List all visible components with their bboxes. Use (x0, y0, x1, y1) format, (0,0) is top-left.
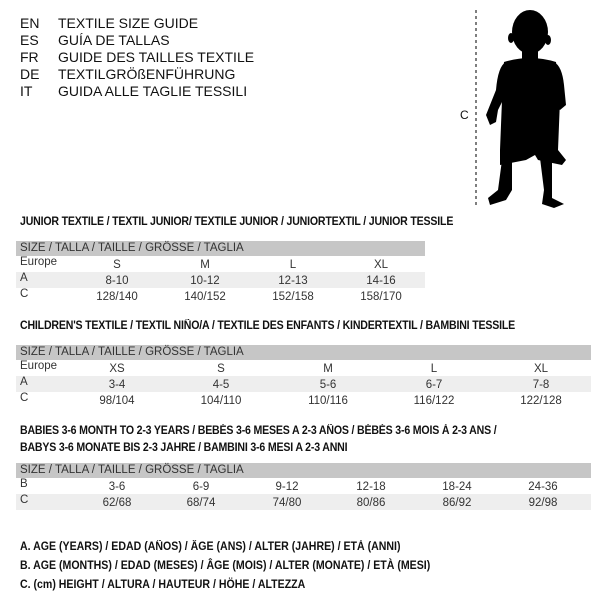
row-label: A (20, 376, 28, 388)
table-cell: 8-10 (105, 275, 129, 287)
table-cell: 110/116 (308, 395, 348, 407)
table-cell: 140/152 (184, 291, 226, 303)
table-cell: 104/110 (200, 395, 242, 407)
row-label: Europe (20, 360, 58, 372)
child-silhouette (486, 10, 566, 208)
table-cell: 6-7 (425, 379, 443, 391)
table-cell: 98/104 (99, 395, 135, 407)
table-cell: 24-36 (528, 481, 558, 493)
table-cell: 86/92 (442, 497, 472, 509)
table-cell: 128/140 (96, 291, 138, 303)
lang-fr: FR GUIDE DES TAILLES TEXTILE (20, 49, 255, 65)
row-label: A (20, 272, 28, 284)
legend-c: C. (cm) HEIGHT / ALTURA / HAUTEUR / HÖHE… (20, 579, 306, 591)
legend-b: B. AGE (MONTHS) / EDAD (MESES) / ÂGE (MO… (20, 560, 431, 572)
table-row-c: C 98/104 104/110 110/116 116/122 122/128 (16, 392, 591, 408)
babies-section-title-line2: BABYS 3-6 MONATE BIS 2-3 JAHRE / BAMBINI… (20, 442, 348, 454)
size-header: SIZE / TALLA / TAILLE / GRÖSSE / TAGLIA (16, 463, 591, 478)
table-cell: XS (109, 363, 125, 375)
language-titles: EN TEXTILE SIZE GUIDE ES GUÍA DE TALLAS FR… (20, 15, 254, 100)
table-row-c: C 128/140 140/152 152/158 158/170 (16, 288, 425, 304)
size-header: SIZE / TALLA / TAILLE / GRÖSSE / TAGLIA (16, 345, 591, 360)
lang-es: ES GUÍA DE TALLAS (20, 32, 170, 48)
table-row-europe: Europe XS S M L XL (16, 360, 591, 376)
babies-section-title-line1: BABIES 3-6 MONTH TO 2-3 YEARS / BEBÉS 3-… (20, 425, 497, 437)
row-label: Europe (20, 256, 58, 268)
table-cell: 116/122 (413, 395, 455, 407)
size-header: SIZE / TALLA / TAILLE / GRÖSSE / TAGLIA (16, 241, 425, 256)
table-cell: 152/158 (272, 291, 314, 303)
table-row-b: B 3-6 6-9 9-12 12-18 18-24 24-36 (16, 478, 591, 494)
junior-size-table: SIZE / TALLA / TAILLE / GRÖSSE / TAGLIA … (16, 241, 425, 304)
table-row-a: A 8-10 10-12 12-13 14-16 (16, 272, 425, 288)
table-cell: 4-5 (212, 379, 230, 391)
child-silhouette-illustration (475, 10, 566, 208)
table-cell: 7-8 (532, 379, 550, 391)
table-cell: 12-13 (278, 275, 308, 287)
table-cell: S (113, 259, 121, 271)
row-label: C (20, 288, 29, 300)
table-cell: 12-18 (356, 481, 386, 493)
table-cell: L (430, 363, 438, 375)
lang-de: DE TEXTILGRÖßENFÜHRUNG (20, 66, 236, 82)
table-cell: M (323, 363, 333, 375)
table-row-europe: Europe S M L XL (16, 256, 425, 272)
table-cell: 10-12 (190, 275, 220, 287)
babies-size-table: SIZE / TALLA / TAILLE / GRÖSSE / TAGLIA … (16, 463, 591, 510)
table-cell: XL (373, 259, 389, 271)
junior-section-title: JUNIOR TEXTILE / TEXTIL JUNIOR/ TEXTILE … (20, 216, 454, 228)
table-cell: 9-12 (275, 481, 299, 493)
table-cell: XL (533, 363, 549, 375)
table-cell: 3-6 (108, 481, 126, 493)
lang-en: EN TEXTILE SIZE GUIDE (20, 15, 199, 31)
table-cell: S (217, 363, 225, 375)
legend-a: A. AGE (YEARS) / EDAD (AÑOS) / ÂGE (ANS)… (20, 541, 401, 553)
children-section-title: CHILDREN'S TEXTILE / TEXTIL NIÑO/A / TEX… (20, 320, 516, 332)
table-cell: 92/98 (528, 497, 558, 509)
table-cell: 62/68 (102, 497, 132, 509)
table-cell: 14-16 (366, 275, 396, 287)
table-cell: 158/170 (360, 291, 402, 303)
table-cell: 3-4 (108, 379, 126, 391)
table-cell: 18-24 (442, 481, 472, 493)
table-cell: 80/86 (356, 497, 386, 509)
row-label: B (20, 478, 28, 490)
lang-it: IT GUIDA ALLE TAGLIE TESSILI (20, 83, 248, 99)
table-row-c: C 62/68 68/74 74/80 80/86 86/92 92/98 (16, 494, 591, 510)
table-cell: 68/74 (186, 497, 216, 509)
table-row-a: A 3-4 4-5 5-6 6-7 7-8 (16, 376, 591, 392)
table-cell: L (289, 259, 297, 271)
row-label: C (20, 392, 29, 404)
legend: A. AGE (YEARS) / EDAD (AÑOS) / ÂGE (ANS)… (20, 538, 430, 595)
table-cell: 6-9 (192, 481, 210, 493)
table-cell: 122/128 (520, 395, 562, 407)
table-cell: 5-6 (319, 379, 337, 391)
children-size-table: SIZE / TALLA / TAILLE / GRÖSSE / TAGLIA … (16, 345, 591, 408)
height-measure-label: C (460, 108, 469, 122)
row-label: C (20, 494, 29, 506)
table-cell: M (200, 259, 210, 271)
table-cell: 74/80 (272, 497, 302, 509)
